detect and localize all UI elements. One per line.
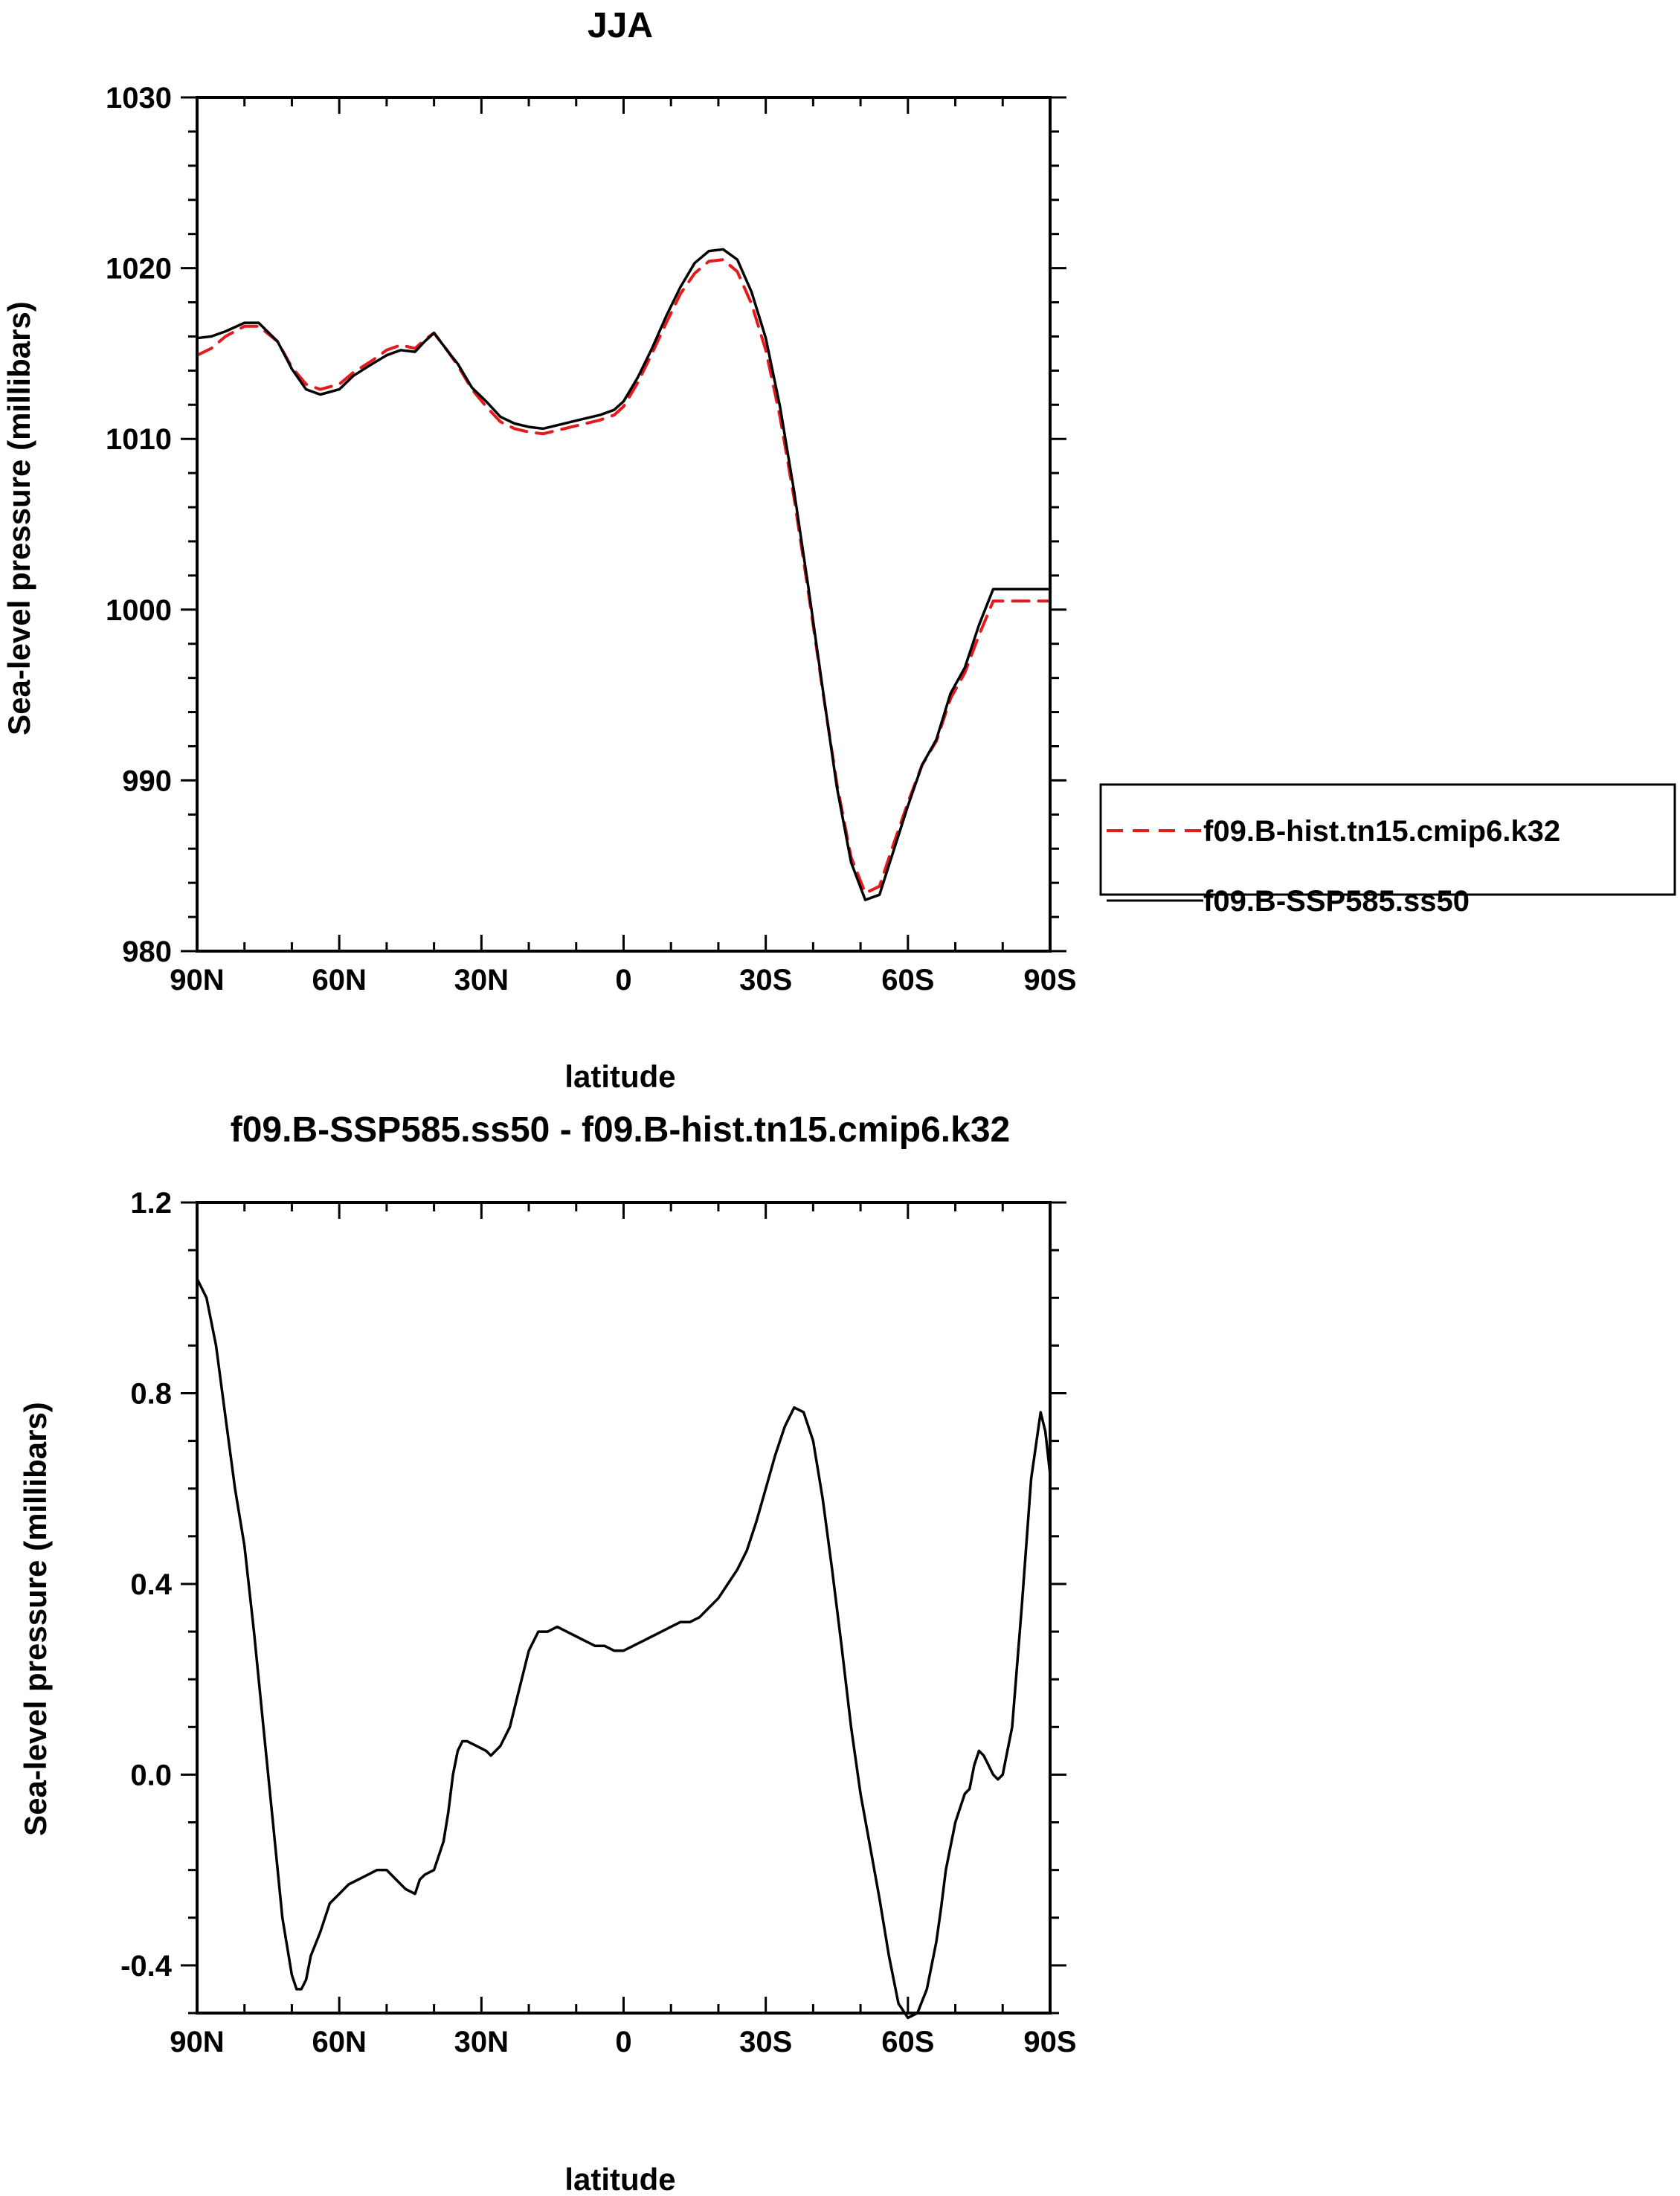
bottom-panel-title: f09.B-SSP585.ss50 - f09.B-hist.tn15.cmip…: [231, 1110, 1010, 1150]
bottom-x-tick-label: 90S: [1023, 2026, 1076, 2058]
bottom-x-tick-label: 30N: [454, 2026, 509, 2058]
top-panel-ticks: 90N 60N 30N 0 30S 60S 90S 980 990 1000 1010 1020 103…: [106, 82, 1077, 996]
bottom-y-tick-label: 1.2: [130, 1187, 172, 1220]
bottom-y-tick-label: -0.4: [120, 1950, 173, 1983]
bottom-x-tick-label: 60N: [312, 2026, 366, 2058]
legend-label-ssp585: f09.B-SSP585.ss50: [1203, 885, 1470, 918]
top-x-tick-label: 90N: [170, 964, 224, 996]
top-y-tick-label: 980: [122, 936, 172, 968]
bottom-panel: f09.B-SSP585.ss50 - f09.B-hist.tn15.cmip…: [18, 1110, 1077, 2196]
top-y-tick-label: 1000: [106, 594, 172, 627]
top-series-line-1: [196, 248, 1052, 901]
top-panel-x-axis-label: latitude: [564, 1059, 675, 1094]
top-y-tick-label: 1010: [106, 423, 172, 456]
top-y-tick-label: 1030: [106, 82, 172, 115]
legend-box: [1099, 783, 1676, 896]
top-x-tick-label: 60N: [312, 964, 366, 996]
top-x-tick-label: 30N: [454, 964, 509, 996]
top-panel-frame: [196, 96, 1052, 953]
bottom-y-tick-label: 0.8: [130, 1377, 172, 1410]
bottom-panel-y-axis-label: Sea-level pressure (millibars): [18, 1402, 53, 1836]
legend: f09.B-hist.tn15.cmip6.k32 f09.B-SSP585.s…: [1099, 783, 1676, 918]
bottom-panel-plot-area: [196, 1277, 1052, 2020]
bottom-x-tick-label: 0: [615, 2026, 631, 2058]
bottom-series-line-0: [196, 1277, 1052, 2020]
top-panel: JJA latitude Sea-level pressure (milliba…: [1, 6, 1676, 1094]
top-x-tick-label: 90S: [1023, 964, 1076, 996]
top-y-tick-label: 1020: [106, 253, 172, 286]
bottom-x-tick-label: 30S: [739, 2026, 792, 2058]
bottom-x-tick-label: 60S: [881, 2026, 934, 2058]
bottom-x-tick-label: 90N: [170, 2026, 224, 2058]
top-x-tick-label: 60S: [881, 964, 934, 996]
top-panel-title: JJA: [588, 6, 653, 45]
top-series-line-0: [196, 258, 1052, 895]
bottom-y-tick-label: 0.0: [130, 1759, 172, 1791]
top-x-tick-label: 0: [615, 964, 631, 996]
top-panel-y-axis-label: Sea-level pressure (millibars): [1, 301, 36, 735]
top-panel-plot-area: [196, 248, 1052, 901]
top-y-tick-label: 990: [122, 764, 172, 797]
top-x-tick-label: 30S: [739, 964, 792, 996]
bottom-panel-ticks: 90N 60N 30N 0 30S 60S 90S -0.4 0.0 0.4 0.8 1.2: [120, 1187, 1077, 2058]
bottom-y-tick-label: 0.4: [130, 1568, 172, 1601]
bottom-panel-x-axis-label: latitude: [564, 2162, 675, 2196]
bottom-panel-frame: [196, 1201, 1052, 2015]
legend-label-hist: f09.B-hist.tn15.cmip6.k32: [1203, 815, 1560, 848]
